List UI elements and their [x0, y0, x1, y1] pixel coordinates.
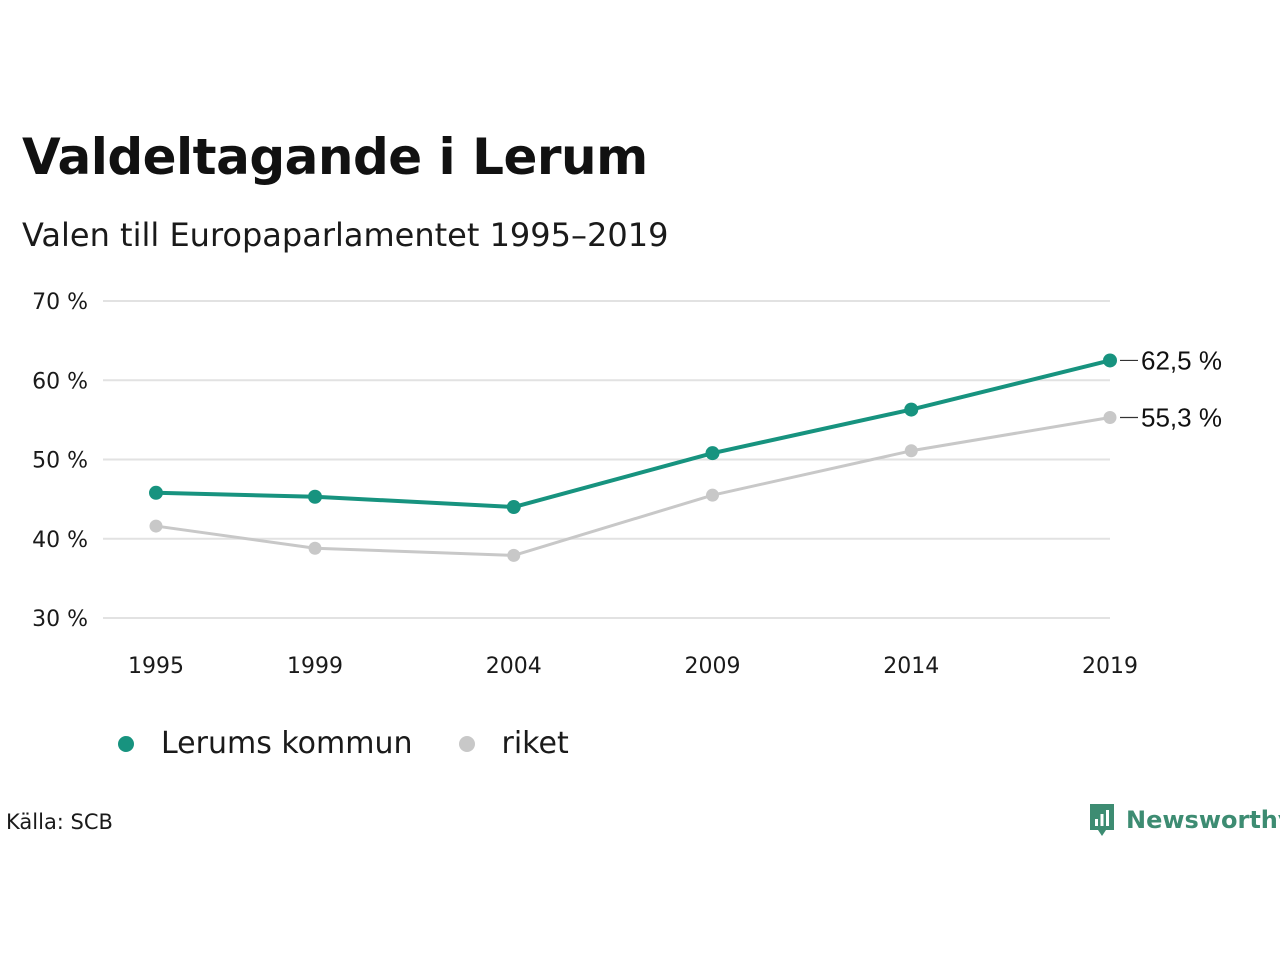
data-point-riket [1103, 410, 1117, 424]
x-tick-label: 2009 [685, 654, 741, 679]
y-tick-label: 30 % [32, 607, 88, 632]
data-point-riket [308, 541, 322, 555]
y-tick-label: 40 % [32, 528, 88, 553]
x-tick-label: 2004 [486, 654, 542, 679]
x-tick-label: 1999 [287, 654, 343, 679]
y-tick-label: 60 % [32, 369, 88, 394]
brand-name: Newsworthy [1126, 806, 1280, 834]
y-tick-label: 50 % [32, 449, 88, 474]
end-label-lerum: 62,5 % [1141, 345, 1222, 375]
legend: Lerums kommun riket [112, 726, 609, 761]
brand-logo: Newsworthy [1088, 802, 1280, 838]
data-point-lerum [308, 489, 322, 504]
data-point-riket [706, 488, 719, 502]
data-point-riket [507, 548, 521, 562]
data-point-riket [904, 444, 918, 458]
x-tick-label: 2019 [1082, 654, 1138, 679]
data-point-riket [149, 519, 163, 533]
data-point-lerum [1103, 353, 1117, 368]
x-tick-label: 2014 [883, 654, 939, 679]
chart-subtitle: Valen till Europaparlamentet 1995–2019 [22, 216, 669, 254]
data-point-lerum [904, 402, 919, 417]
grid-lines [103, 300, 1110, 619]
legend-label-lerum: Lerums kommun [161, 726, 413, 761]
x-tick-label: 1995 [128, 654, 184, 679]
series-lines [149, 353, 1117, 562]
end-labels: 62,5 % 55,3 % [1120, 345, 1222, 432]
y-tick-label: 70 % [32, 290, 88, 315]
legend-item-lerum: Lerums kommun [112, 726, 413, 761]
legend-dot-lerum [118, 735, 134, 752]
chart-title: Valdeltagande i Lerum [22, 128, 648, 186]
x-axis-ticks: 1995 1999 2004 2009 2014 2019 [128, 654, 1138, 679]
data-point-lerum [705, 446, 720, 461]
legend-dot-riket [458, 735, 475, 752]
y-axis-ticks: 30 % 40 % 50 % 60 % 70 % [32, 290, 88, 632]
data-point-lerum [506, 500, 521, 515]
source-note: Källa: SCB [6, 810, 113, 834]
end-label-riket: 55,3 % [1141, 402, 1222, 432]
legend-item-riket: riket [453, 726, 569, 761]
newsworthy-logo-icon [1090, 804, 1114, 836]
data-point-lerum [149, 485, 163, 500]
series-line-riket [155, 416, 1111, 557]
legend-label-riket: riket [501, 726, 569, 761]
series-line-lerum [155, 358, 1111, 510]
